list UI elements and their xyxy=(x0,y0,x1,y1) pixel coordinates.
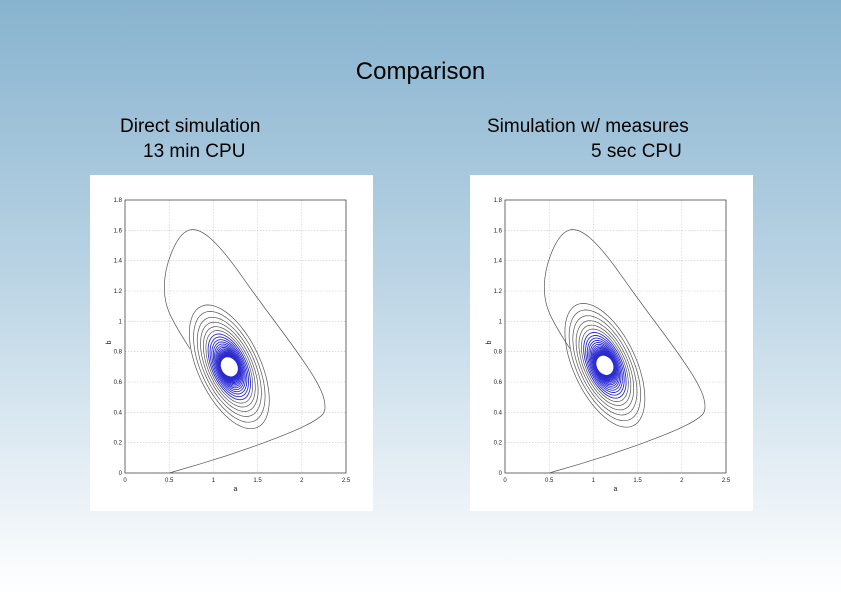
x-tick-label: 2.5 xyxy=(342,478,351,484)
trajectory-spiral-ring xyxy=(209,336,250,398)
plot-frame xyxy=(124,199,347,474)
x-tick-label: 0.5 xyxy=(165,478,174,484)
y-tick-label: 0.4 xyxy=(114,410,123,416)
y-tick-label: 0 xyxy=(499,471,503,477)
trajectory-spiral-ring xyxy=(214,343,245,391)
trajectory-spiral-ring xyxy=(205,330,254,404)
y-tick-label: 1.6 xyxy=(494,228,503,234)
y-tick-label: 0.4 xyxy=(494,410,503,416)
trajectory-spiral-ring xyxy=(590,343,619,387)
x-tick-label: 1.5 xyxy=(253,478,262,484)
trajectory-spiral-ring xyxy=(218,350,240,383)
right-phase-plot: 0 0.5 1 1.5 2 2.5 0 0.2 0.4 0.6 0.8 1 1.2 1.4 1.6 1.8 a b xyxy=(486,198,731,493)
trajectory-spiral-ring xyxy=(188,304,270,430)
trajectory-outer-loop xyxy=(543,229,706,474)
trajectory-spiral-ring xyxy=(572,315,638,416)
equilibrium-core xyxy=(220,357,238,377)
y-tick-label: 0.2 xyxy=(494,441,503,447)
x-tick-label: 2 xyxy=(300,478,304,484)
trajectory-spiral-ring xyxy=(212,341,246,393)
y-axis-label: b xyxy=(106,340,113,344)
slide-title: Comparison xyxy=(355,58,486,85)
trajectory-spiral-ring xyxy=(218,349,241,385)
trajectory-spiral-ring xyxy=(586,337,623,393)
trajectory-spiral-ring xyxy=(207,333,251,401)
x-tick-label: 0 xyxy=(503,478,507,484)
left-plot-panel: 0 0.5 1 1.5 2 2.5 0 0.2 0.4 0.6 0.8 1 1.2 1.4 1.6 1.8 a b xyxy=(90,175,373,511)
y-tick-label: 1.4 xyxy=(494,259,503,265)
left-caption-line2: 13 min CPU xyxy=(143,141,246,162)
trajectory-spiral-ring xyxy=(219,351,240,383)
y-tick-label: 1.4 xyxy=(114,259,123,265)
trajectory-spiral-ring xyxy=(583,332,627,399)
trajectory-spiral-ring xyxy=(589,342,621,389)
y-tick-label: 0.6 xyxy=(114,380,123,386)
x-tick-label: 1 xyxy=(592,478,596,484)
trajectory-spiral-ring xyxy=(564,303,646,428)
y-tick-label: 1 xyxy=(499,319,503,325)
y-tick-label: 1.2 xyxy=(114,289,123,295)
trajectory-spiral-ring xyxy=(211,339,248,395)
trajectory-spiral-ring xyxy=(196,316,262,417)
trajectory-spiral-ring xyxy=(592,346,617,384)
y-tick-label: 1.2 xyxy=(494,289,503,295)
left-caption-line1: Direct simulation xyxy=(120,116,261,137)
trajectory-spiral-ring xyxy=(585,335,625,396)
right-caption-line2: 5 sec CPU xyxy=(591,141,682,162)
y-tick-label: 0.2 xyxy=(114,441,123,447)
y-tick-label: 0.8 xyxy=(114,350,123,356)
y-tick-label: 1.8 xyxy=(114,198,123,204)
trajectory-spiral-ring xyxy=(193,311,266,423)
x-tick-label: 0.5 xyxy=(545,478,554,484)
y-tick-label: 0.8 xyxy=(494,350,503,356)
plot-frame xyxy=(504,199,727,474)
trajectory-spiral-ring xyxy=(581,328,629,402)
trajectory-spiral-ring xyxy=(215,345,244,389)
x-tick-label: 2 xyxy=(680,478,684,484)
trajectory-spiral-ring xyxy=(216,346,243,387)
trajectory-spiral-ring xyxy=(200,321,259,412)
y-tick-label: 1.6 xyxy=(114,228,123,234)
y-tick-label: 0 xyxy=(119,471,123,477)
right-caption-line1: Simulation w/ measures xyxy=(487,116,689,137)
y-tick-label: 0.6 xyxy=(494,380,503,386)
x-tick-label: 1 xyxy=(212,478,216,484)
y-tick-label: 1 xyxy=(119,319,123,325)
x-axis-label: a xyxy=(234,486,238,493)
x-tick-label: 1.5 xyxy=(633,478,642,484)
trajectory-spiral-ring xyxy=(594,350,615,381)
equilibrium-core xyxy=(596,355,614,375)
trajectory-spiral-ring xyxy=(575,320,635,411)
trajectory-spiral-ring xyxy=(591,345,618,386)
x-tick-label: 2.5 xyxy=(722,478,731,484)
trajectory-spiral-ring xyxy=(203,326,256,408)
trajectory-spiral-ring xyxy=(578,324,632,406)
x-axis-label: a xyxy=(614,486,618,493)
right-plot-panel: 0 0.5 1 1.5 2 2.5 0 0.2 0.4 0.6 0.8 1 1.2 1.4 1.6 1.8 a b xyxy=(470,175,753,511)
x-tick-label: 0 xyxy=(123,478,127,484)
trajectory-spiral-ring xyxy=(588,340,622,391)
trajectory-spiral-ring xyxy=(593,348,617,383)
trajectory-spiral-ring xyxy=(217,348,242,386)
y-axis-label: b xyxy=(486,340,493,344)
trajectory-spiral-ring xyxy=(568,309,642,422)
y-tick-label: 1.8 xyxy=(494,198,503,204)
trajectory-spiral-ring xyxy=(594,349,616,382)
trajectory-outer-loop xyxy=(163,229,326,474)
left-phase-plot: 0 0.5 1 1.5 2 2.5 0 0.2 0.4 0.6 0.8 1 1.2 1.4 1.6 1.8 a b xyxy=(106,198,351,493)
